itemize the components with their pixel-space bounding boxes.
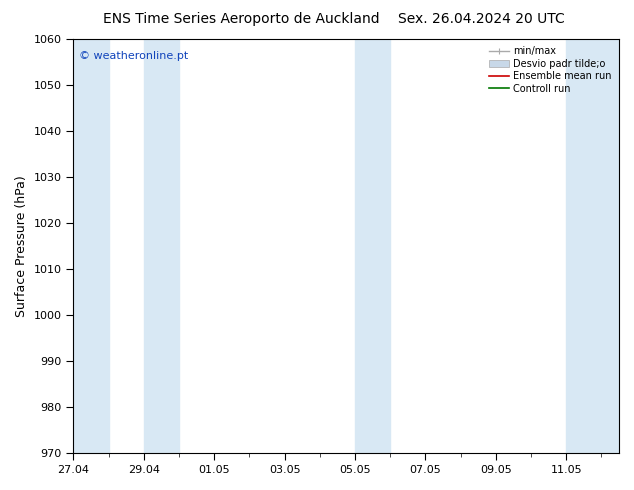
Bar	[144, 39, 179, 453]
Text: Sex. 26.04.2024 20 UTC: Sex. 26.04.2024 20 UTC	[398, 12, 566, 26]
Bar	[566, 39, 619, 453]
Legend: min/max, Desvio padr tilde;o, Ensemble mean run, Controll run: min/max, Desvio padr tilde;o, Ensemble m…	[486, 44, 614, 97]
Bar	[74, 39, 108, 453]
Text: ENS Time Series Aeroporto de Auckland: ENS Time Series Aeroporto de Auckland	[103, 12, 379, 26]
Bar	[355, 39, 391, 453]
Y-axis label: Surface Pressure (hPa): Surface Pressure (hPa)	[15, 175, 28, 317]
Text: © weatheronline.pt: © weatheronline.pt	[79, 51, 188, 61]
